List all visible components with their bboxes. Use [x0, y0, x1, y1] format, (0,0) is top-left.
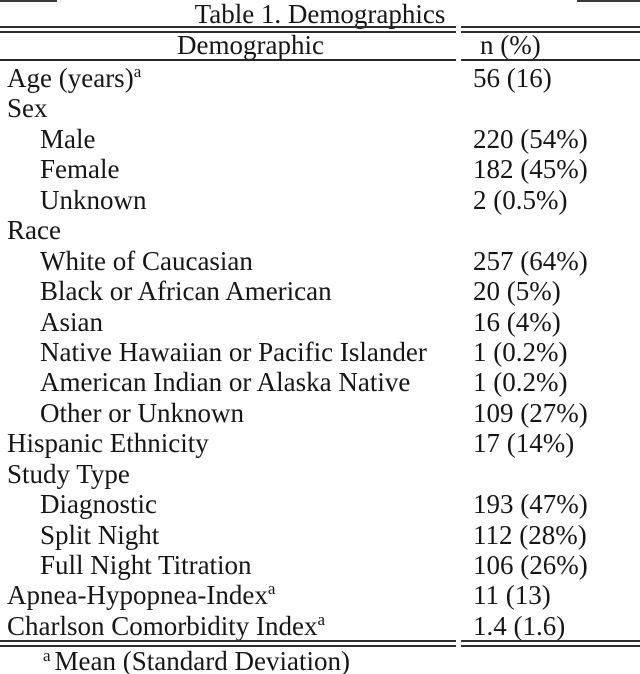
column-header-n-percent: n (%)	[480, 30, 541, 60]
table-row: Female 182 (45%)	[0, 154, 640, 184]
row-label-text: Diagnostic	[40, 489, 157, 520]
row-value: 1.4 (1.6)	[473, 610, 566, 641]
row-value: 17 (14%)	[473, 428, 575, 459]
row-label-text: Age (years)	[7, 63, 134, 93]
table-row: White of Caucasian 257 (64%)	[0, 246, 640, 276]
table-row: Other or Unknown 109 (27%)	[0, 398, 640, 428]
rule-segment	[461, 640, 640, 647]
row-value: 106 (26%)	[473, 550, 588, 580]
row-value	[473, 215, 640, 245]
row-label-text: White of Caucasian	[40, 245, 253, 276]
row-label-text: Charlson Comorbidity Index	[7, 610, 318, 641]
table-body: Age (years)a 56 (16) Sex Male 220 (54%) Femal…	[0, 63, 640, 641]
row-label: American Indian or Alaska Native	[0, 367, 473, 397]
column-header-demographic: Demographic	[177, 30, 324, 60]
row-label-text: Sex	[7, 93, 48, 124]
table-title: Table 1. Demographics	[194, 0, 446, 29]
scan-rule-fragment-left	[0, 0, 57, 2]
footnote-reference-marker: a	[317, 610, 327, 629]
header-rule	[0, 59, 640, 61]
row-label-text: Hispanic Ethnicity	[7, 428, 209, 459]
row-value: 182 (45%)	[473, 154, 588, 185]
row-label-text: Male	[40, 123, 96, 154]
rule-segment	[0, 640, 456, 647]
table-row: Sex	[0, 93, 640, 123]
row-value: 56 (16)	[473, 63, 552, 93]
table-row: Race	[0, 215, 640, 245]
row-value: 109 (27%)	[473, 397, 588, 428]
row-label-text: Split Night	[40, 519, 160, 550]
table-row: Diagnostic 193 (47%)	[0, 489, 640, 519]
row-label: Age (years)a	[0, 63, 473, 93]
row-label: Full Night Titration	[0, 550, 473, 580]
table-row: Native Hawaiian or Pacific Islander 1 (0.…	[0, 337, 640, 367]
row-label-text: Black or African American	[40, 276, 332, 307]
table-row: Male 220 (54%)	[0, 124, 640, 154]
row-value: 16 (4%)	[473, 306, 561, 337]
row-value	[473, 93, 640, 123]
bottom-double-rule	[0, 640, 640, 647]
table-row: Study Type	[0, 459, 640, 489]
table-header-row: Demographic n (%)	[0, 31, 640, 59]
row-label: Diagnostic	[0, 489, 473, 519]
table-row: Split Night 112 (28%)	[0, 520, 640, 550]
row-label: Sex	[0, 93, 473, 123]
table-row: Apnea-Hypopnea-Indexa 11 (13)	[0, 580, 640, 610]
table-row: Full Night Titration 106 (26%)	[0, 550, 640, 580]
row-label: Native Hawaiian or Pacific Islander	[0, 337, 473, 367]
footnote-marker: a	[43, 646, 52, 665]
row-label-text: American Indian or Alaska Native	[40, 367, 411, 398]
row-value	[473, 459, 640, 489]
row-label: Split Night	[0, 520, 473, 550]
row-label-text: Study Type	[7, 458, 130, 489]
row-value: 20 (5%)	[473, 276, 561, 307]
table-row: Charlson Comorbidity Indexa 1.4 (1.6)	[0, 611, 640, 641]
row-value: 1 (0.2%)	[473, 367, 568, 398]
row-label: Race	[0, 215, 473, 245]
row-label-text: Female	[40, 154, 120, 185]
row-label: Male	[0, 124, 473, 154]
row-label: Female	[0, 154, 473, 184]
footnote-reference-marker: a	[267, 580, 277, 599]
row-label-text: Unknown	[40, 184, 147, 215]
rule-segment	[461, 26, 640, 33]
row-value: 220 (54%)	[473, 123, 588, 154]
rule-segment	[461, 59, 640, 61]
footnote-reference-marker: a	[133, 63, 143, 81]
table-row: Black or African American 20 (5%)	[0, 276, 640, 306]
row-label-text: Native Hawaiian or Pacific Islander	[40, 336, 427, 367]
table-row: Asian 16 (4%)	[0, 307, 640, 337]
row-label: Black or African American	[0, 276, 473, 306]
table-row: Age (years)a 56 (16)	[0, 63, 640, 93]
row-label: Asian	[0, 307, 473, 337]
row-label: Charlson Comorbidity Indexa	[0, 611, 473, 641]
row-label-text: Other or Unknown	[40, 397, 244, 428]
row-value: 193 (47%)	[473, 489, 588, 520]
row-label: Study Type	[0, 459, 473, 489]
table-row: Unknown 2 (0.5%)	[0, 185, 640, 215]
row-label: Hispanic Ethnicity	[0, 428, 473, 458]
table-footnote: a Mean (Standard Deviation)	[0, 646, 640, 674]
row-label-text: Asian	[40, 306, 103, 337]
scan-rule-fragment-right	[577, 0, 640, 2]
rule-segment	[0, 26, 456, 33]
row-value: 2 (0.5%)	[473, 184, 568, 215]
row-label: Other or Unknown	[0, 398, 473, 428]
row-value: 1 (0.2%)	[473, 336, 568, 367]
row-label: Unknown	[0, 185, 473, 215]
row-value: 112 (28%)	[473, 519, 587, 550]
row-label-text: Apnea-Hypopnea-Index	[7, 580, 268, 611]
table-row: American Indian or Alaska Native 1 (0.2%)	[0, 367, 640, 397]
row-label: Apnea-Hypopnea-Indexa	[0, 580, 473, 610]
table-row: Hispanic Ethnicity 17 (14%)	[0, 428, 640, 458]
row-value: 257 (64%)	[473, 245, 588, 276]
row-label-text: Full Night Titration	[40, 550, 252, 580]
rule-segment	[0, 59, 456, 61]
row-label-text: Race	[7, 215, 61, 246]
top-double-rule	[0, 26, 640, 33]
row-label: White of Caucasian	[0, 246, 473, 276]
footnote-text: Mean (Standard Deviation)	[54, 646, 350, 674]
row-value: 11 (13)	[473, 580, 551, 611]
